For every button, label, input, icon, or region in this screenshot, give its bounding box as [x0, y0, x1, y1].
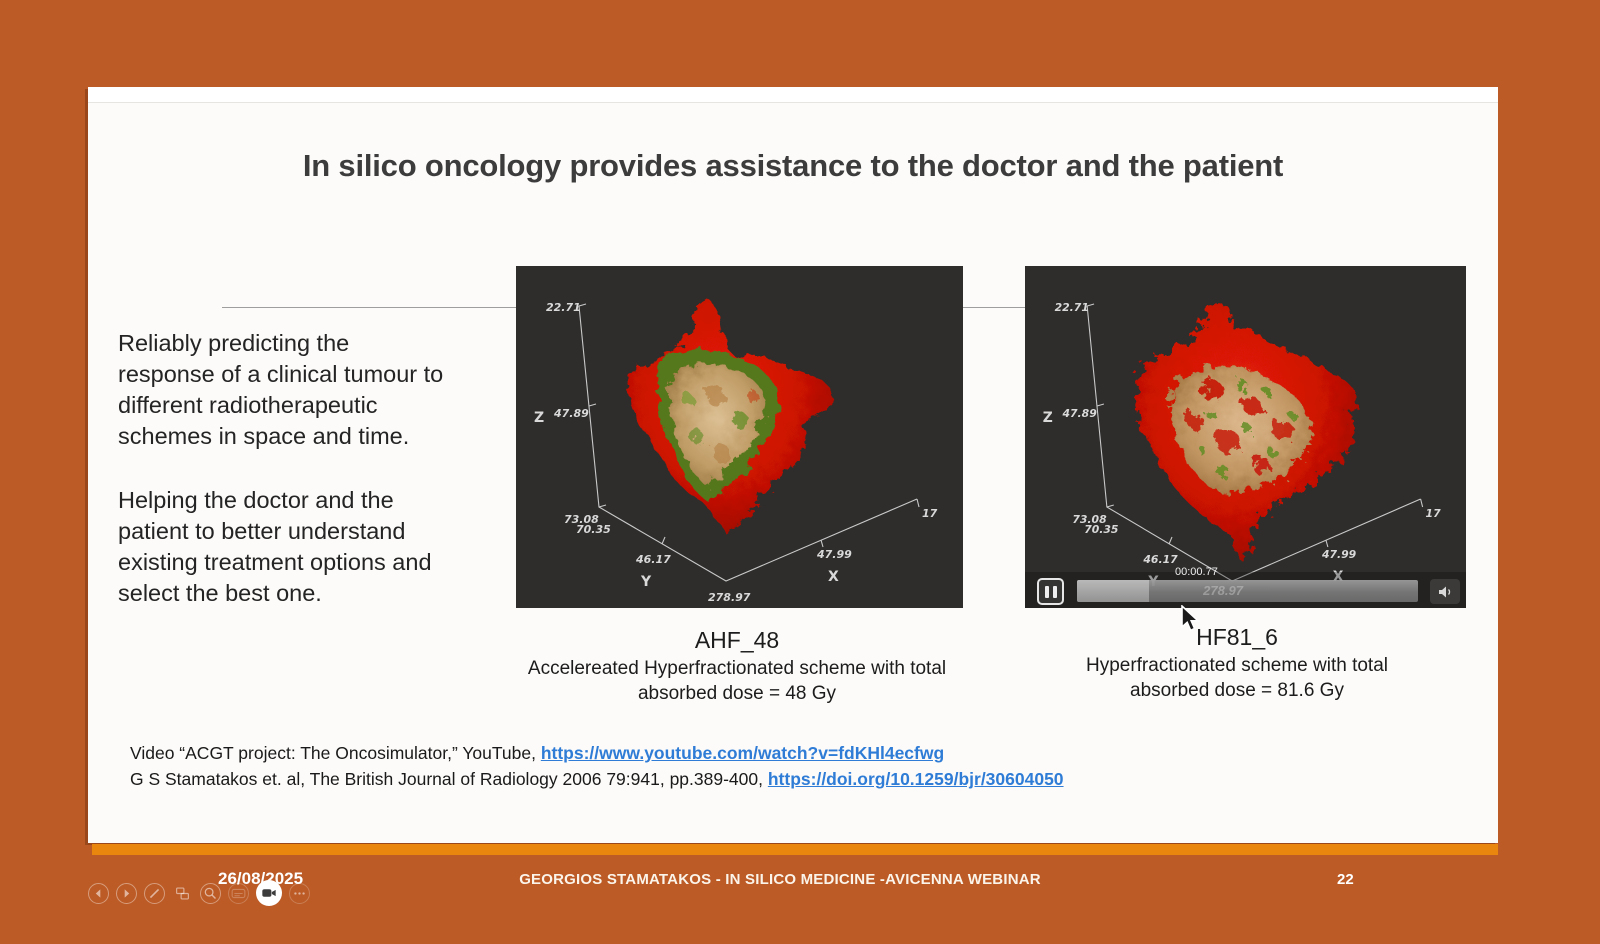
presenter-controls [88, 880, 310, 906]
more-options-icon [294, 891, 305, 895]
slide-accent-bar [92, 844, 1498, 855]
svg-text:73.08: 73.08 [564, 513, 599, 526]
svg-text:X: X [1333, 569, 1344, 585]
playback-time: 00:00.77 [1175, 566, 1218, 578]
svg-text:46.17: 46.17 [1142, 553, 1178, 566]
mouse-cursor [1181, 605, 1201, 632]
axis-labels: 22.71 Z 47.89 73.08 70.35 46.17 Y 278.97… [534, 301, 938, 604]
pen-icon [149, 888, 160, 898]
seek-bar[interactable]: 278.97 [1077, 580, 1418, 602]
footer-page-number: 22 [1337, 871, 1354, 888]
captions-button[interactable] [228, 882, 249, 904]
video-player-ahf48[interactable]: 22.71 Z 47.89 73.08 70.35 46.17 Y 278.97… [516, 266, 963, 608]
svg-text:47.99: 47.99 [816, 548, 852, 561]
see-all-slides-icon [176, 886, 189, 900]
see-all-slides-button[interactable] [172, 883, 193, 904]
caption-hf81-6: HF81_6 Hyperfractionated scheme with tot… [1012, 622, 1462, 703]
scheme-name: AHF_48 [694, 627, 780, 653]
svg-text:Z: Z [1043, 410, 1053, 426]
svg-text:22.71: 22.71 [546, 301, 581, 314]
axis-lines [578, 303, 920, 582]
slide: In silico oncology provides assistance t… [88, 87, 1498, 843]
slide-title: In silico oncology provides assistance t… [302, 148, 1284, 183]
axis-labels: 22.71 Z 47.89 73.08 70.35 46.17 Y 47.99 … [1043, 301, 1441, 590]
references: Video “ACGT project: The Oncosimulator,”… [130, 740, 1064, 792]
body-text: Reliably predicting the response of a cl… [118, 328, 518, 642]
svg-text:278.97: 278.97 [708, 591, 751, 604]
captions-icon [231, 888, 246, 898]
svg-text:47.89: 47.89 [1061, 407, 1097, 420]
pen-tools-button[interactable] [144, 882, 165, 904]
svg-text:73.08: 73.08 [1072, 513, 1107, 526]
pause-button[interactable] [1037, 578, 1064, 605]
svg-text:70.35: 70.35 [1084, 523, 1119, 536]
svg-text:46.17: 46.17 [635, 553, 671, 566]
svg-text:Z: Z [534, 410, 544, 426]
body-paragraph-2: Helping the doctor and the patient to be… [118, 487, 432, 606]
divider-line-left [222, 307, 516, 308]
divider-line-middle [963, 307, 1025, 308]
axis-origin-behind-bar: 278.97 [1203, 583, 1243, 598]
svg-text:Y: Y [640, 574, 652, 590]
youtube-link[interactable]: https://www.youtube.com/watch?v=fdKHl4ec… [540, 743, 945, 763]
tumor-render-hf81-6: 22.71 Z 47.89 73.08 70.35 46.17 Y 47.99 … [1043, 301, 1441, 590]
reference-line-2: G S Stamatakos et. al, The British Journ… [130, 769, 1064, 789]
volume-button[interactable] [1430, 579, 1460, 604]
speaker-icon [1439, 586, 1451, 597]
svg-text:17: 17 [922, 507, 938, 520]
scheme-name: HF81_6 [1196, 624, 1278, 650]
tumor-render-ahf48: 22.71 Z 47.89 73.08 70.35 46.17 Y 278.97… [534, 300, 938, 604]
footer-date: 26/08/2025 [218, 869, 304, 888]
footer-title: GEORGIOS STAMATAKOS - IN SILICO MEDICINE… [519, 871, 1041, 888]
svg-text:22.71: 22.71 [1055, 301, 1089, 314]
video-controls-bar: 00:00.77 278.97 [1025, 566, 1466, 608]
svg-text:47.99: 47.99 [1321, 548, 1357, 561]
previous-slide-button[interactable] [88, 882, 109, 904]
svg-text:17: 17 [1426, 507, 1441, 520]
zoom-slide-button[interactable] [200, 882, 221, 904]
axis-lines [1086, 303, 1424, 582]
video-player-hf81-6[interactable]: 22.71 Z 47.89 73.08 70.35 46.17 Y 47.99 … [1025, 266, 1466, 608]
caption-ahf48: AHF_48 Accelereated Hyperfractionated sc… [512, 625, 962, 706]
camera-icon [262, 889, 276, 897]
slide-top-strip [88, 87, 1498, 103]
magnifier-icon [204, 887, 216, 899]
seek-bar-fill [1077, 580, 1149, 602]
next-slide-icon [124, 888, 130, 898]
reference-line-1: Video “ACGT project: The Oncosimulator,”… [130, 743, 945, 763]
body-paragraph-1: Reliably predicting the response of a cl… [118, 330, 444, 449]
svg-text:X: X [828, 569, 839, 585]
tumor-blob [628, 300, 831, 534]
tumor-blob [1135, 301, 1358, 562]
more-options-button[interactable] [289, 882, 310, 904]
previous-slide-icon [95, 888, 101, 898]
doi-link[interactable]: https://doi.org/10.1259/bjr/30604050 [767, 769, 1064, 789]
next-slide-button[interactable] [116, 882, 137, 904]
camera-button[interactable] [256, 880, 282, 906]
svg-text:47.89: 47.89 [553, 407, 589, 420]
svg-text:70.35: 70.35 [576, 523, 611, 536]
